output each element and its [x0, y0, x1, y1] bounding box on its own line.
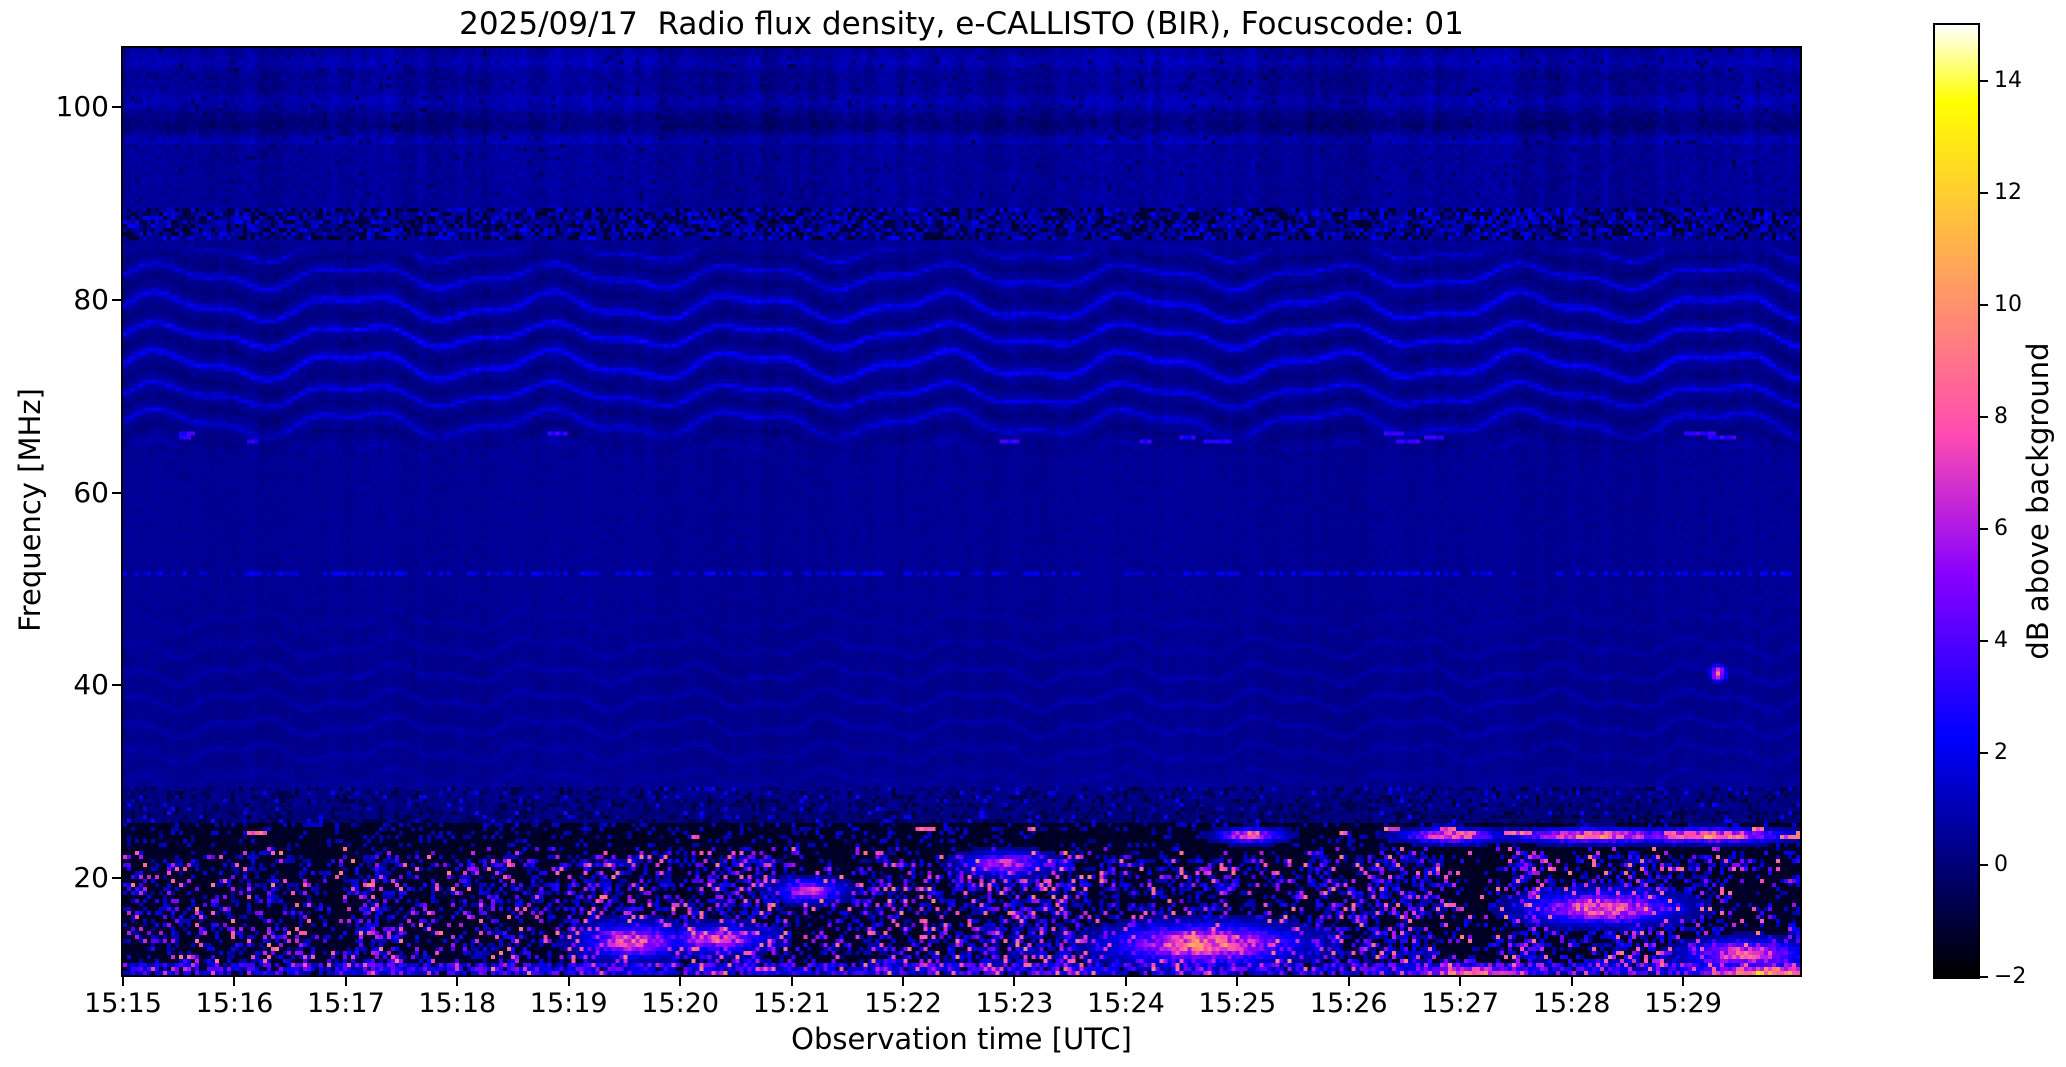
x-tick-label: 15:16: [195, 988, 274, 1019]
colorbar: [1933, 23, 1980, 979]
x-tick-label: 15:18: [418, 988, 497, 1019]
colorbar-tick-mark: [1980, 304, 1988, 306]
colorbar-tick-label: 14: [1994, 68, 2022, 93]
colorbar-tick-mark: [1980, 416, 1988, 418]
x-tick-mark: [567, 977, 570, 986]
colorbar-tick-mark: [1980, 528, 1988, 530]
colorbar-tick-label: 6: [1994, 516, 2008, 541]
x-tick-label: 15:24: [1086, 988, 1165, 1019]
colorbar-tick-mark: [1980, 976, 1988, 978]
x-tick-mark: [122, 977, 124, 986]
x-axis-label: Observation time [UTC]: [791, 1022, 1132, 1056]
y-tick-mark: [112, 877, 121, 880]
colorbar-tick-label: 12: [1994, 180, 2022, 205]
colorbar-tick-mark: [1980, 80, 1988, 82]
x-tick-label: 15:22: [864, 988, 942, 1019]
y-tick-label: 40: [73, 668, 109, 702]
x-tick-mark: [1236, 977, 1239, 986]
y-axis-label: Frequency [MHz]: [13, 388, 47, 632]
y-tick-label: 20: [73, 861, 109, 895]
x-tick-label: 15:20: [641, 988, 720, 1019]
chart-title: 2025/09/17 Radio flux density, e-CALLIST…: [459, 6, 1464, 42]
colorbar-tick-label: −2: [1994, 964, 2027, 989]
colorbar-gradient: [1935, 25, 1978, 977]
x-tick-mark: [902, 977, 904, 986]
x-tick-mark: [1459, 977, 1462, 986]
x-tick-mark: [679, 977, 682, 986]
x-tick-label: 15:25: [1198, 988, 1277, 1019]
colorbar-label: dB above background: [2021, 342, 2055, 660]
x-tick-mark: [233, 977, 236, 986]
x-tick-label: 15:17: [306, 988, 385, 1019]
colorbar-tick-mark: [1980, 752, 1988, 754]
x-tick-mark: [456, 977, 459, 986]
x-tick-label: 15:29: [1644, 988, 1722, 1019]
x-tick-mark: [1682, 977, 1684, 986]
colorbar-tick-label: 8: [1994, 404, 2008, 429]
colorbar-tick-mark: [1980, 640, 1988, 642]
colorbar-tick-mark: [1980, 864, 1988, 866]
x-tick-label: 15:28: [1532, 988, 1611, 1019]
y-tick-label: 80: [73, 282, 109, 316]
colorbar-tick-label: 0: [1994, 852, 2008, 877]
x-tick-mark: [344, 977, 347, 986]
x-tick-label: 15:15: [84, 988, 162, 1019]
spectrogram-image: [123, 48, 1800, 975]
x-tick-mark: [1347, 977, 1350, 986]
x-tick-label: 15:19: [529, 988, 608, 1019]
x-tick-label: 15:23: [975, 988, 1054, 1019]
x-tick-label: 15:21: [752, 988, 831, 1019]
y-tick-mark: [112, 684, 121, 687]
x-tick-label: 15:27: [1421, 988, 1500, 1019]
y-tick-mark: [112, 298, 121, 301]
colorbar-tick-label: 4: [1994, 628, 2008, 653]
colorbar-tick-label: 2: [1994, 740, 2008, 765]
colorbar-tick-mark: [1980, 192, 1988, 194]
y-tick-label: 100: [55, 89, 109, 123]
y-tick-label: 60: [73, 475, 109, 509]
x-tick-label: 15:26: [1309, 988, 1388, 1019]
x-tick-mark: [1124, 977, 1127, 986]
spectrogram-plot: [121, 46, 1802, 977]
x-tick-mark: [1013, 977, 1016, 986]
colorbar-tick-label: 10: [1994, 292, 2022, 317]
x-tick-mark: [790, 977, 793, 986]
x-tick-mark: [1570, 977, 1573, 986]
y-tick-mark: [112, 105, 121, 108]
y-tick-mark: [112, 491, 121, 494]
